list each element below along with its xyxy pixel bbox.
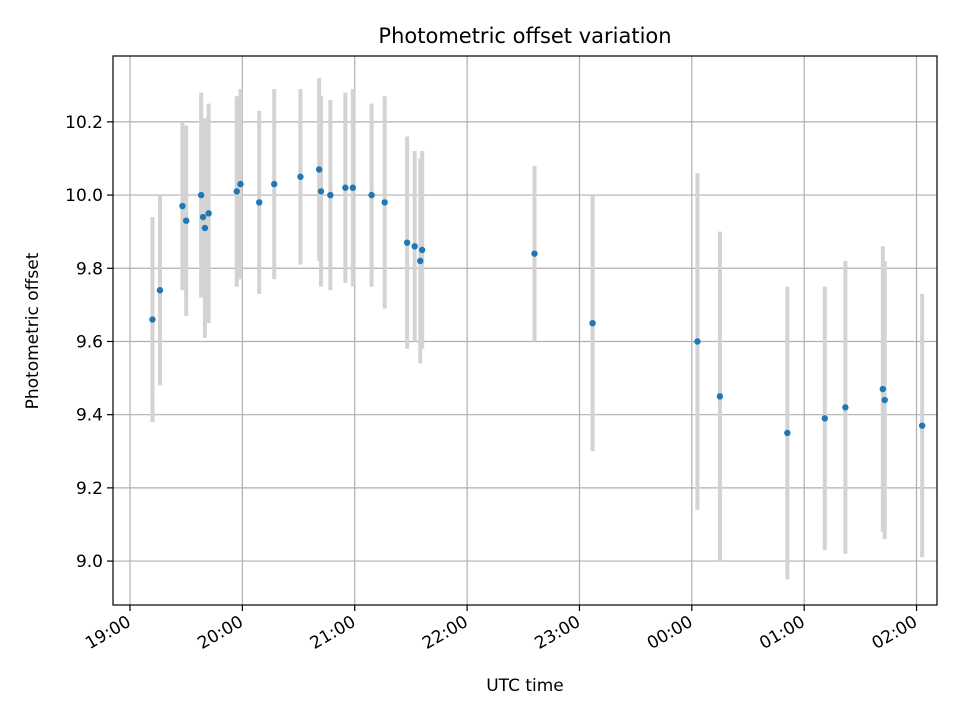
grid <box>113 56 937 605</box>
data-point <box>256 199 263 206</box>
data-point <box>182 217 190 224</box>
data-point <box>417 257 424 265</box>
data-point <box>879 385 887 393</box>
data-point <box>918 422 926 429</box>
data-point <box>531 250 538 257</box>
data-point <box>694 338 701 345</box>
data-point <box>327 191 334 199</box>
data-point <box>716 393 724 400</box>
y-axis: 9.0 9.2 9.4 9.6 9.8 10.0 10.2 <box>65 113 113 572</box>
data-point <box>179 202 186 210</box>
data-point <box>821 415 828 422</box>
y-tick-label: 9.4 <box>76 406 103 426</box>
y-tick-label: 9.0 <box>76 552 103 572</box>
data-point <box>156 287 164 294</box>
y-tick-label: 9.8 <box>76 259 103 279</box>
plot-frame <box>112 55 938 606</box>
data-points <box>149 166 926 437</box>
data-point <box>342 184 349 191</box>
data-point <box>205 210 212 217</box>
data-point <box>197 191 205 199</box>
data-point <box>271 180 278 188</box>
data-point <box>881 396 888 404</box>
data-point <box>297 173 304 180</box>
data-point <box>315 166 323 173</box>
data-point <box>199 213 207 221</box>
data-point <box>368 191 375 199</box>
data-point <box>349 184 357 191</box>
data-point <box>784 429 791 437</box>
y-tick-label: 10.2 <box>65 113 103 133</box>
y-axis-label: Photometric offset <box>23 252 43 409</box>
chart-title: Photometric offset variation <box>378 24 671 48</box>
data-point <box>418 246 426 254</box>
data-point <box>403 239 411 246</box>
x-axis-label: UTC time <box>486 676 564 696</box>
y-tick-label: 9.2 <box>76 479 103 499</box>
y-tick-label: 10.0 <box>65 186 103 206</box>
data-point <box>411 243 418 250</box>
data-point <box>317 188 325 195</box>
data-point <box>237 180 244 188</box>
y-tick-label: 9.6 <box>76 332 103 352</box>
data-point <box>589 319 596 327</box>
data-point <box>842 404 849 411</box>
data-point <box>149 316 156 323</box>
data-point <box>201 224 209 232</box>
data-point <box>381 199 388 206</box>
data-point <box>233 188 240 195</box>
